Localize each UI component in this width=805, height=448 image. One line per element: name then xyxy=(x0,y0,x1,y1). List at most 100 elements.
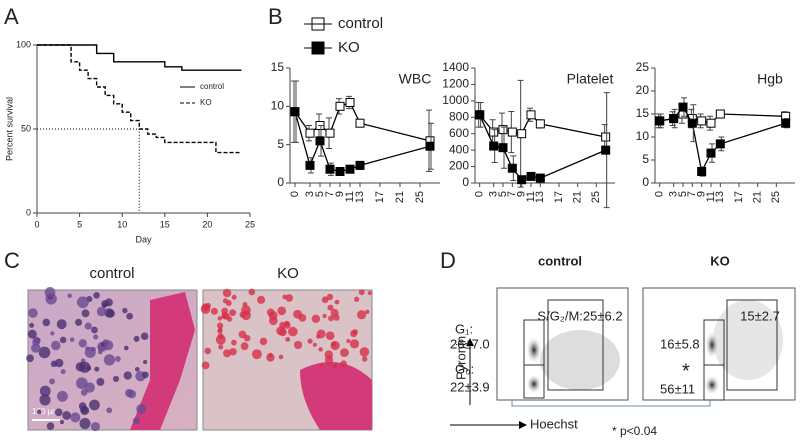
x-tick-label: 13 xyxy=(714,191,726,203)
cell xyxy=(123,345,129,351)
x-tick-label: 13 xyxy=(354,191,366,203)
marker xyxy=(517,175,527,185)
cell xyxy=(278,328,287,337)
plot-label: KO xyxy=(710,253,730,268)
cell xyxy=(28,308,38,318)
cell xyxy=(222,298,228,304)
cell xyxy=(322,313,327,319)
cell xyxy=(79,417,91,430)
axis-label: Pyronin xyxy=(453,336,468,380)
y-tick-label: 1000 xyxy=(442,93,469,107)
cell xyxy=(36,409,42,415)
marker xyxy=(425,141,435,151)
panel-letter: D xyxy=(440,248,456,273)
chart-title: Platelet xyxy=(567,71,614,87)
panel-letter: B xyxy=(268,4,283,29)
x-tick-label: 11 xyxy=(525,191,537,202)
legend-label: KO xyxy=(200,98,212,107)
y-tick-label: 1200 xyxy=(442,77,469,91)
cell xyxy=(142,359,148,365)
marker xyxy=(325,128,335,138)
marker xyxy=(507,163,517,173)
x-tick-label: 13 xyxy=(534,191,546,203)
density xyxy=(540,330,620,390)
density xyxy=(526,374,542,394)
cell xyxy=(215,334,226,345)
marker xyxy=(498,125,508,135)
marker xyxy=(305,160,315,170)
marker xyxy=(601,145,611,155)
cell xyxy=(51,340,61,351)
cell xyxy=(307,338,313,344)
cell xyxy=(127,389,137,399)
y-tick-label: 5 xyxy=(642,152,649,166)
panel-letter: A xyxy=(4,4,19,29)
cell xyxy=(350,330,358,338)
cell xyxy=(27,329,37,339)
cell xyxy=(221,312,229,319)
cell xyxy=(29,322,35,328)
cell xyxy=(46,422,55,430)
cell xyxy=(328,315,334,322)
x-tick-label: 17 xyxy=(553,191,565,203)
marker xyxy=(715,139,725,149)
gate-value: 16±5.8 xyxy=(660,336,700,351)
gate xyxy=(547,299,604,391)
x-tick-label: 25 xyxy=(590,191,602,203)
cell xyxy=(90,422,100,432)
y-tick-label: 10 xyxy=(271,99,285,113)
cell xyxy=(340,348,349,358)
cell xyxy=(54,408,63,417)
cell xyxy=(238,330,247,339)
cell xyxy=(142,371,149,379)
x-tick-label: 3 xyxy=(304,191,316,197)
cell xyxy=(132,417,140,425)
cell xyxy=(97,349,103,355)
x-tick-label: 5 xyxy=(677,191,689,197)
cell xyxy=(102,339,109,346)
cell xyxy=(334,299,340,305)
chart-title: WBC xyxy=(399,71,432,87)
density xyxy=(705,331,719,359)
x-tick-label: 7 xyxy=(686,191,698,197)
cell xyxy=(241,310,251,321)
density xyxy=(713,300,783,380)
x-tick-label: 9 xyxy=(334,191,346,197)
density xyxy=(526,336,542,364)
cell xyxy=(57,390,68,402)
cell xyxy=(231,339,237,346)
y-tick-label: 0 xyxy=(277,175,284,189)
x-tick-label: 17 xyxy=(374,191,386,203)
cell xyxy=(285,337,291,342)
legend-label: KO xyxy=(338,39,360,56)
cell xyxy=(93,291,100,299)
scale-bar-label: 100 µm xyxy=(32,407,59,416)
y-tick-label: 400 xyxy=(449,142,469,156)
cell xyxy=(84,322,92,330)
cell xyxy=(231,294,237,300)
cell xyxy=(346,339,351,344)
x-tick-label: 0 xyxy=(289,191,301,197)
cell xyxy=(56,319,67,330)
x-tick-label: 9 xyxy=(516,191,528,197)
cell xyxy=(41,386,51,395)
x-tick-label: 3 xyxy=(668,191,680,197)
gate xyxy=(726,299,778,391)
x-tick-label: 11 xyxy=(344,191,356,202)
cell xyxy=(226,316,233,322)
marker xyxy=(335,101,345,111)
marker xyxy=(535,119,545,129)
cell xyxy=(204,347,212,355)
marker xyxy=(535,173,545,183)
flow-plots xyxy=(450,287,796,429)
cell xyxy=(282,294,288,300)
cell xyxy=(84,346,96,358)
gate-value: 22±3.9 xyxy=(450,379,490,394)
cell xyxy=(50,331,55,336)
cell xyxy=(69,337,75,342)
gate-value: 56±11 xyxy=(660,381,695,396)
gate-label: G₀: xyxy=(455,361,474,376)
micrographs xyxy=(27,289,373,431)
cell xyxy=(26,354,34,363)
